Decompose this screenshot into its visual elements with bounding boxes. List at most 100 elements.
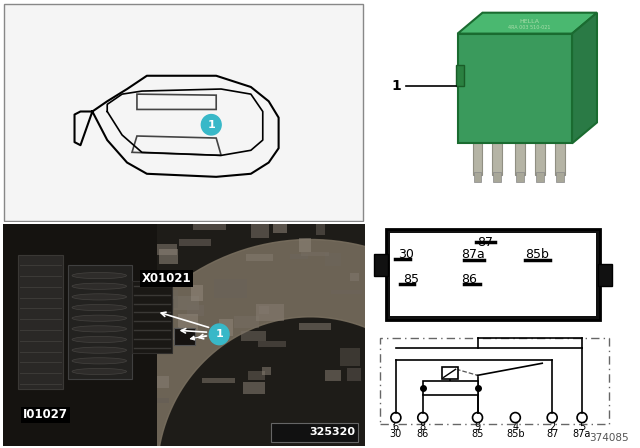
- Bar: [347, 368, 361, 381]
- Bar: [157, 332, 177, 340]
- Ellipse shape: [72, 272, 127, 279]
- Bar: [219, 319, 232, 336]
- Bar: [243, 382, 265, 395]
- Bar: [474, 172, 481, 182]
- Ellipse shape: [72, 347, 127, 353]
- Text: 87a: 87a: [573, 429, 591, 439]
- Bar: [214, 280, 247, 298]
- Ellipse shape: [72, 294, 127, 300]
- Bar: [262, 366, 271, 375]
- Bar: [241, 332, 266, 341]
- Bar: [492, 141, 502, 175]
- Bar: [18, 255, 63, 389]
- Bar: [202, 378, 235, 383]
- Bar: [493, 172, 501, 182]
- Ellipse shape: [72, 283, 127, 289]
- Bar: [516, 172, 524, 182]
- Text: 85: 85: [403, 273, 419, 286]
- Text: 30: 30: [390, 429, 402, 439]
- Text: 85b: 85b: [525, 248, 549, 261]
- Bar: [340, 349, 360, 366]
- Bar: [299, 238, 311, 252]
- Bar: [423, 381, 477, 396]
- Text: 6: 6: [393, 422, 399, 431]
- Bar: [598, 264, 612, 287]
- Bar: [234, 316, 259, 327]
- Bar: [374, 254, 388, 276]
- Polygon shape: [84, 240, 537, 448]
- Bar: [165, 327, 179, 338]
- Bar: [259, 306, 269, 314]
- Bar: [159, 249, 178, 264]
- Text: 87a: 87a: [461, 248, 484, 261]
- Circle shape: [202, 115, 221, 135]
- Bar: [350, 273, 360, 281]
- Bar: [191, 285, 203, 301]
- Bar: [3, 224, 157, 446]
- Text: 1: 1: [391, 79, 401, 93]
- Ellipse shape: [72, 358, 127, 364]
- Polygon shape: [572, 13, 597, 143]
- Bar: [458, 34, 572, 143]
- Bar: [256, 305, 285, 321]
- Bar: [252, 224, 269, 238]
- Bar: [248, 371, 265, 380]
- Bar: [186, 305, 204, 316]
- Text: 86: 86: [461, 273, 477, 286]
- Bar: [142, 376, 169, 388]
- Text: 85b: 85b: [506, 429, 525, 439]
- Bar: [171, 296, 199, 310]
- Text: I01027: I01027: [23, 408, 68, 421]
- Bar: [325, 370, 342, 381]
- Bar: [536, 172, 544, 182]
- Ellipse shape: [72, 368, 127, 375]
- Bar: [556, 172, 564, 182]
- Bar: [331, 290, 362, 294]
- Text: 85: 85: [471, 429, 484, 439]
- Bar: [273, 221, 287, 233]
- Bar: [179, 239, 211, 246]
- Text: 9: 9: [474, 422, 481, 431]
- Text: 1: 1: [215, 329, 223, 340]
- Bar: [555, 141, 565, 175]
- Bar: [173, 328, 195, 345]
- Bar: [316, 218, 325, 235]
- Text: 30: 30: [398, 248, 413, 261]
- Bar: [271, 423, 358, 442]
- Text: 8: 8: [420, 422, 426, 431]
- Bar: [193, 214, 227, 230]
- Bar: [246, 254, 273, 261]
- Text: 4RA 003 510-021: 4RA 003 510-021: [508, 25, 550, 30]
- Text: 87: 87: [477, 236, 493, 249]
- Text: 4: 4: [512, 422, 518, 431]
- Circle shape: [209, 324, 229, 345]
- Text: 5: 5: [579, 422, 585, 431]
- Bar: [149, 290, 179, 308]
- Ellipse shape: [72, 326, 127, 332]
- Text: 2: 2: [549, 422, 556, 431]
- Bar: [152, 398, 169, 403]
- Text: X01021: X01021: [142, 272, 191, 285]
- Bar: [157, 330, 187, 340]
- Bar: [301, 252, 329, 256]
- Bar: [144, 244, 177, 254]
- Text: HELLA: HELLA: [519, 18, 540, 24]
- Text: 325320: 325320: [309, 427, 355, 437]
- Bar: [515, 141, 525, 175]
- Bar: [442, 367, 458, 379]
- Bar: [132, 281, 172, 353]
- Bar: [290, 254, 308, 259]
- Bar: [390, 233, 596, 316]
- Ellipse shape: [72, 305, 127, 310]
- Ellipse shape: [72, 315, 127, 321]
- Bar: [68, 265, 132, 379]
- Bar: [178, 314, 198, 330]
- Bar: [456, 65, 463, 86]
- Text: 87: 87: [546, 429, 558, 439]
- Bar: [259, 341, 286, 347]
- Text: 86: 86: [417, 429, 429, 439]
- Bar: [386, 229, 600, 320]
- Ellipse shape: [72, 336, 127, 343]
- Polygon shape: [458, 13, 597, 34]
- Text: 374085: 374085: [589, 433, 629, 443]
